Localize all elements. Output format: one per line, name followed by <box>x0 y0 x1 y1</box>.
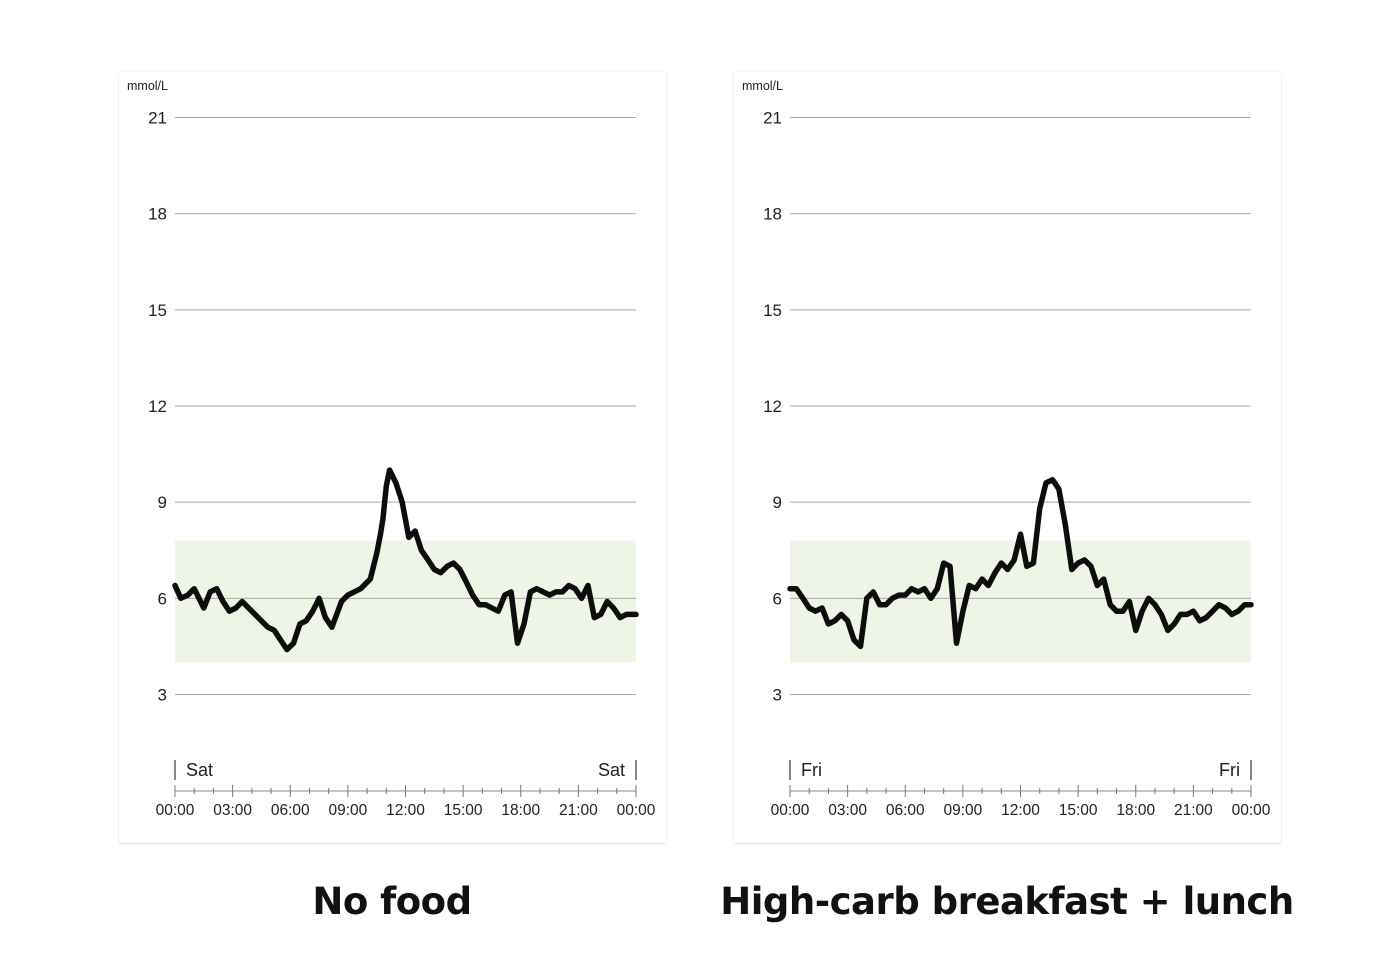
chart-svg-left: mmol/L 3 6 9 12 15 18 21 Sat Sat 00:00 03:00 06:00 09… <box>127 79 656 819</box>
x-tick-label: 03:00 <box>828 802 867 819</box>
x-tick-label: 00:00 <box>156 802 195 819</box>
glucose-chart-no-food: mmol/L 3 6 9 12 15 18 21 Sat Sat 00:00 03:00 06:00 09… <box>119 72 666 843</box>
x-tick-label: 00:00 <box>1232 802 1271 819</box>
x-tick-label: 06:00 <box>271 802 310 819</box>
glucose-line <box>787 476 1254 650</box>
y-tick-label: 6 <box>773 589 782 608</box>
x-tick-label: 03:00 <box>213 802 252 819</box>
glucose-line <box>172 467 639 653</box>
y-tick-label: 9 <box>773 493 782 512</box>
y-tick-label: 3 <box>773 686 782 705</box>
day-end-label: Sat <box>598 760 625 780</box>
x-tick-label: 06:00 <box>886 802 925 819</box>
y-tick-label: 18 <box>148 205 167 224</box>
y-tick-label: 12 <box>148 397 167 416</box>
y-tick-label: 9 <box>158 493 167 512</box>
x-tick-label: 12:00 <box>1001 802 1040 819</box>
x-tick-label: 18:00 <box>501 802 540 819</box>
x-tick-label: 21:00 <box>559 802 598 819</box>
x-tick-label: 09:00 <box>328 802 367 819</box>
day-start-label: Sat <box>186 760 213 780</box>
unit-label: mmol/L <box>127 79 168 93</box>
x-tick-label: 21:00 <box>1174 802 1213 819</box>
chart-svg-right: mmol/L 3 6 9 12 15 18 21 Fri Fri 00:00 03:00 06:00 09… <box>742 79 1271 819</box>
y-tick-label: 12 <box>763 397 782 416</box>
x-tick-label: 15:00 <box>1059 802 1098 819</box>
caption-high-carb: High-carb breakfast + lunch <box>720 880 1294 923</box>
x-tick-label: 00:00 <box>617 802 656 819</box>
day-end-label: Fri <box>1219 760 1240 780</box>
x-tick-label: 09:00 <box>943 802 982 819</box>
x-tick-label: 00:00 <box>771 802 810 819</box>
x-tick-label: 12:00 <box>386 802 425 819</box>
y-tick-label: 21 <box>148 109 167 128</box>
unit-label: mmol/L <box>742 79 783 93</box>
y-tick-label: 21 <box>763 109 782 128</box>
y-tick-label: 15 <box>763 301 782 320</box>
glucose-chart-high-carb: mmol/L 3 6 9 12 15 18 21 Fri Fri 00:00 03:00 06:00 09… <box>734 72 1281 843</box>
caption-no-food: No food <box>312 880 472 923</box>
x-tick-label: 18:00 <box>1116 802 1155 819</box>
day-start-label: Fri <box>801 760 822 780</box>
y-tick-label: 18 <box>763 205 782 224</box>
target-range-band <box>175 540 636 663</box>
y-tick-label: 3 <box>158 686 167 705</box>
y-tick-label: 6 <box>158 589 167 608</box>
x-tick-label: 15:00 <box>444 802 483 819</box>
y-tick-label: 15 <box>148 301 167 320</box>
